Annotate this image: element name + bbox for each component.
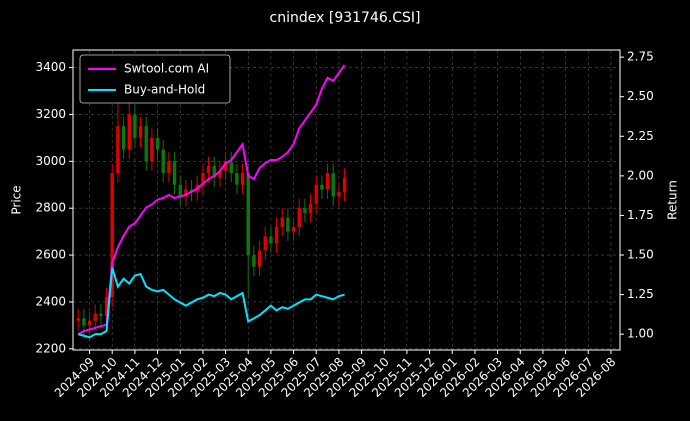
y2-tick-label: 1.25 — [627, 287, 654, 301]
candle-body — [110, 173, 114, 298]
candle-body — [138, 126, 143, 138]
candle-body — [303, 208, 307, 213]
y2-tick-label: 1.75 — [627, 208, 654, 222]
candle-body — [212, 166, 216, 178]
y2-axis-label: Return — [666, 180, 680, 220]
candle-body — [178, 184, 182, 197]
candle-body — [286, 217, 290, 232]
y-axis-label: Price — [10, 185, 24, 214]
candle-body — [150, 137, 154, 162]
candle-body — [87, 320, 92, 326]
candle-body — [218, 170, 222, 178]
candle-body — [263, 236, 267, 251]
candle-body — [280, 217, 284, 227]
candle-body — [240, 173, 245, 185]
candle-body — [235, 173, 239, 185]
y-tick-label: 2200 — [35, 341, 66, 355]
y2-tick-label: 1.50 — [627, 248, 654, 262]
y2-tick-label: 2.25 — [627, 129, 654, 143]
legend-label: Buy-and-Hold — [124, 83, 205, 97]
candle-body — [127, 114, 131, 150]
candle-body — [201, 173, 205, 185]
candle-body — [325, 173, 330, 190]
candle-body — [229, 161, 233, 174]
candle-body — [82, 318, 86, 326]
y2-tick-label: 2.75 — [627, 50, 654, 64]
chart-title: cnindex [931746.CSI] — [270, 10, 421, 26]
y2-tick-label: 1.00 — [627, 327, 654, 341]
y-tick-label: 3200 — [35, 107, 66, 121]
candle-body — [155, 137, 160, 150]
candle-body — [246, 173, 250, 256]
y-tick-label: 3400 — [35, 60, 66, 74]
y-tick-label: 2800 — [35, 201, 66, 215]
line-series — [77, 64, 346, 336]
candle-body — [76, 318, 80, 321]
candle-body — [308, 203, 313, 213]
candle-body — [184, 189, 188, 197]
candle-body — [104, 297, 109, 317]
candle-body — [206, 166, 211, 174]
candle-body — [144, 126, 148, 162]
y2-tick-label: 2.00 — [627, 168, 654, 182]
candle-body — [257, 250, 262, 267]
candle-body — [297, 208, 301, 227]
candle-body — [342, 177, 347, 192]
candle-body — [320, 184, 324, 190]
candle-body — [133, 114, 137, 138]
candle-body — [331, 173, 335, 197]
candle-body — [269, 236, 273, 244]
candle-body — [252, 255, 256, 267]
candle-body — [337, 191, 341, 197]
candle-body — [314, 184, 318, 204]
candle-body — [161, 149, 165, 174]
line-series — [77, 267, 345, 339]
y2-tick-label: 2.50 — [627, 89, 654, 103]
candle-body — [172, 161, 177, 185]
candle-body — [291, 226, 296, 232]
legend-box — [79, 54, 231, 104]
y-tick-label: 2600 — [35, 248, 66, 262]
candle-body — [274, 226, 279, 244]
legend-label: Swtool.com AI — [124, 62, 209, 76]
candle-body — [223, 161, 228, 171]
candle-body — [121, 126, 126, 150]
y-tick-label: 2400 — [35, 294, 66, 308]
candle-body — [167, 161, 171, 174]
y-tick-label: 3000 — [35, 154, 66, 168]
plot-frame — [72, 49, 621, 351]
candle-body — [116, 126, 120, 174]
candle-body — [93, 313, 97, 321]
candle-body — [99, 313, 103, 317]
